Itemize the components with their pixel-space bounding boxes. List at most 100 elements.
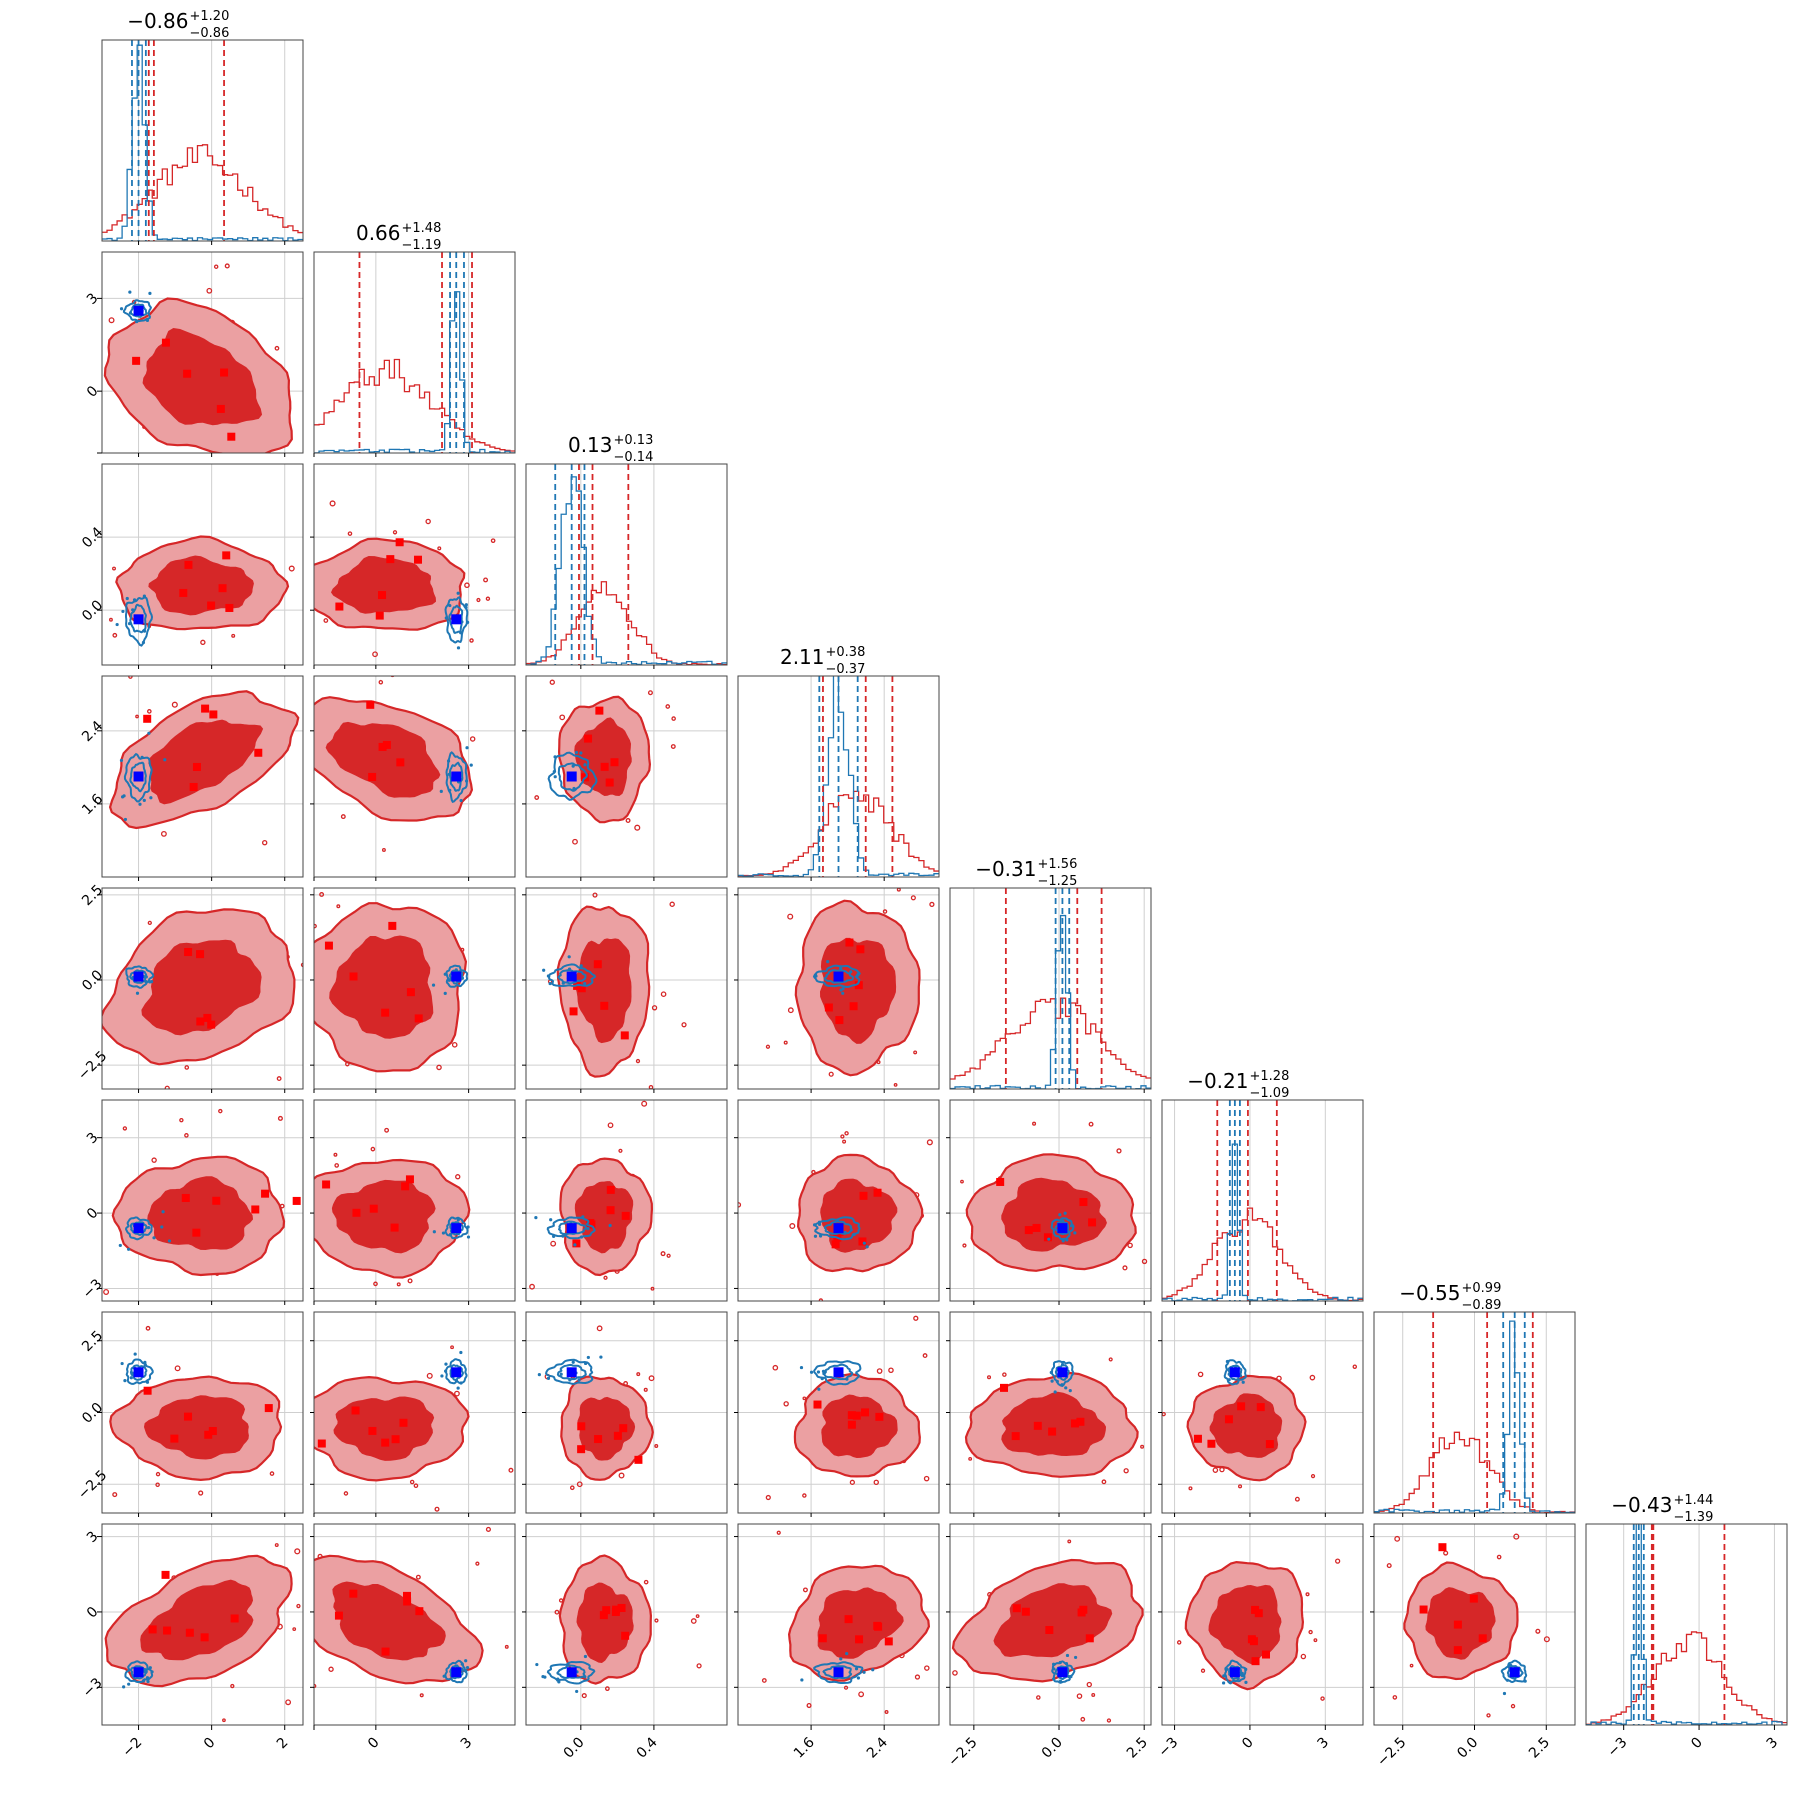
red-outlier: [425, 518, 431, 525]
blue-sample: [599, 1355, 603, 1359]
blue-sample: [820, 1377, 824, 1381]
red-outlier: [550, 1240, 557, 1247]
red-marker: [335, 602, 344, 611]
red-outlier: [1309, 1374, 1316, 1381]
blue-sample: [561, 981, 565, 985]
panel-frame: [949, 1523, 1152, 1726]
blue-sample: [1241, 1380, 1245, 1384]
blue-sample: [130, 1371, 134, 1375]
red-outlier: [87, 1581, 91, 1585]
blue-contour-inner: [129, 1221, 148, 1236]
red-marker: [317, 1439, 326, 1448]
red-outlier: [634, 824, 641, 831]
blue-sample: [459, 631, 463, 635]
blue-sample: [127, 1682, 131, 1686]
red-outlier: [534, 795, 540, 800]
blue-sample: [440, 1374, 444, 1378]
red-outlier: [651, 1005, 658, 1011]
blue-sample: [856, 1676, 861, 1680]
blue-sample: [122, 794, 126, 798]
red-marker: [208, 1427, 217, 1436]
red-marker: [600, 762, 609, 771]
red-marker: [184, 1412, 193, 1421]
blue-sample: [818, 1234, 823, 1238]
red-marker: [349, 972, 358, 981]
title-plus: +1.44: [1674, 1493, 1714, 1508]
red-outlier: [910, 895, 916, 901]
red-marker: [847, 1411, 856, 1420]
red-marker: [395, 538, 404, 547]
red-outlier: [789, 1223, 796, 1230]
blue-sample: [142, 629, 147, 633]
blue-sample: [125, 596, 129, 601]
y-tick-label: 0: [84, 1604, 102, 1622]
blue-sample: [128, 311, 133, 315]
truth-marker: [1057, 1367, 1068, 1378]
blue-sample: [446, 759, 451, 763]
blue-sample: [163, 758, 167, 762]
red-marker: [1438, 1543, 1447, 1552]
red-outlier: [660, 1251, 666, 1257]
red-outlier: [296, 1603, 301, 1609]
scatter-panel-7-4: −2.5 0.0 2.5: [945, 1523, 1152, 1770]
red-outlier: [926, 1139, 933, 1146]
blue-sample: [147, 731, 151, 735]
red-outlier: [913, 1315, 919, 1321]
red-marker: [619, 1424, 628, 1433]
red-outlier: [76, 267, 79, 270]
panel-frame: [101, 1523, 304, 1726]
red-outlier: [1108, 1357, 1113, 1362]
red-marker: [1045, 1625, 1054, 1634]
blue-sample: [1064, 1661, 1069, 1666]
red-outlier: [1277, 1734, 1279, 1736]
red-outlier: [1024, 1763, 1029, 1768]
red-outlier: [1310, 1473, 1316, 1479]
scatter-panel-5-3: [734, 1099, 940, 1305]
red-outlier: [274, 1543, 279, 1548]
blue-sample: [444, 616, 448, 620]
red-outlier: [378, 679, 384, 685]
red-marker: [378, 591, 387, 600]
blue-sample: [123, 817, 128, 822]
panel-frame: [1585, 1523, 1788, 1726]
red-outlier: [69, 1614, 72, 1617]
red-outlier: [844, 1131, 849, 1136]
scatter-panel-3-0: 1.62.4: [59, 675, 304, 881]
red-marker: [1033, 1421, 1042, 1430]
red-marker: [572, 1239, 581, 1248]
red-outlier: [164, 1085, 170, 1089]
red-marker: [143, 714, 152, 723]
x-tick-label: −2.5: [945, 1735, 980, 1770]
red-marker: [611, 1607, 620, 1616]
scatter-panel-7-6: −2.5 0.0 2.5: [1370, 1523, 1576, 1770]
red-contour-inner: [331, 1179, 436, 1254]
blue-sample: [1049, 1370, 1053, 1375]
blue-sample: [1069, 1224, 1074, 1228]
blue-histogram: [1586, 1524, 1787, 1725]
red-outlier: [59, 792, 63, 796]
title-plus: +1.56: [1038, 857, 1078, 872]
red-outlier: [666, 1253, 671, 1258]
red-outlier: [695, 1614, 700, 1619]
red-marker: [586, 1218, 595, 1227]
blue-sample: [442, 1674, 446, 1678]
red-outlier: [559, 714, 566, 721]
y-tick-label: 3: [84, 1528, 102, 1546]
blue-sample: [862, 1670, 866, 1674]
red-marker: [403, 1597, 412, 1606]
blue-sample: [579, 1235, 584, 1239]
red-outlier: [146, 709, 152, 714]
red-marker: [201, 704, 210, 713]
red-marker: [386, 555, 395, 564]
histogram-panel-4: [949, 887, 1152, 1093]
red-marker: [183, 369, 192, 378]
red-marker: [1011, 1432, 1020, 1441]
red-marker: [1088, 1218, 1097, 1227]
blue-sample: [443, 972, 447, 976]
red-marker: [388, 921, 397, 930]
red-outlier: [520, 732, 523, 735]
red-outlier: [654, 1618, 659, 1623]
blue-histogram: [526, 476, 727, 665]
red-outlier: [1197, 1371, 1204, 1378]
blue-sample: [148, 291, 152, 295]
